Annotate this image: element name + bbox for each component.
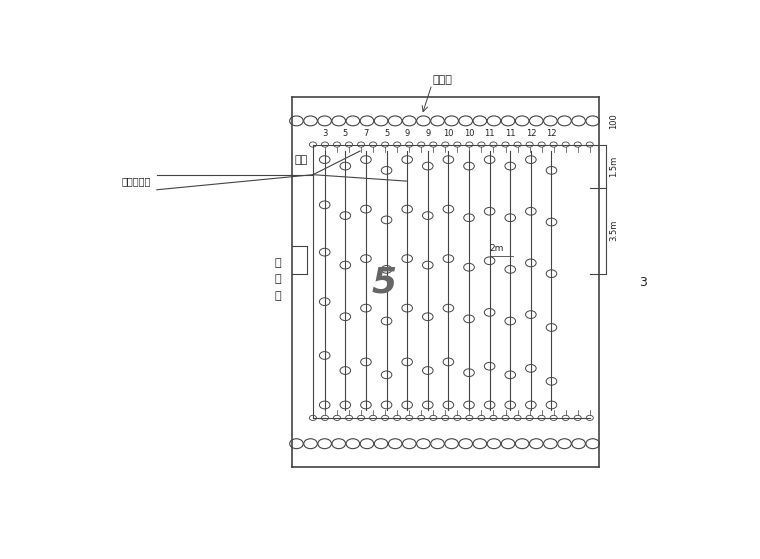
Text: 5: 5 (384, 129, 389, 138)
Text: 11: 11 (484, 129, 495, 138)
Text: 起爆器起发: 起爆器起发 (122, 176, 151, 186)
Text: 3: 3 (322, 129, 328, 138)
Text: 切: 切 (274, 258, 281, 268)
Text: 9: 9 (425, 129, 430, 138)
Text: 5: 5 (371, 266, 396, 299)
Text: 12: 12 (526, 129, 536, 138)
Text: 7: 7 (363, 129, 369, 138)
Text: 3: 3 (639, 276, 647, 289)
Text: 面: 面 (274, 291, 281, 301)
Text: 空: 空 (274, 274, 281, 285)
Text: 10: 10 (443, 129, 454, 138)
Text: 围护框: 围护框 (432, 75, 452, 85)
Text: 1.5m: 1.5m (610, 155, 618, 177)
Text: 图边: 图边 (295, 155, 308, 164)
Text: 10: 10 (464, 129, 474, 138)
Text: 12: 12 (546, 129, 557, 138)
Text: 100: 100 (610, 113, 618, 129)
Text: 3.5m: 3.5m (610, 220, 618, 241)
Text: 2m: 2m (489, 244, 504, 253)
Text: 9: 9 (404, 129, 410, 138)
Text: 5: 5 (343, 129, 348, 138)
Text: 11: 11 (505, 129, 515, 138)
